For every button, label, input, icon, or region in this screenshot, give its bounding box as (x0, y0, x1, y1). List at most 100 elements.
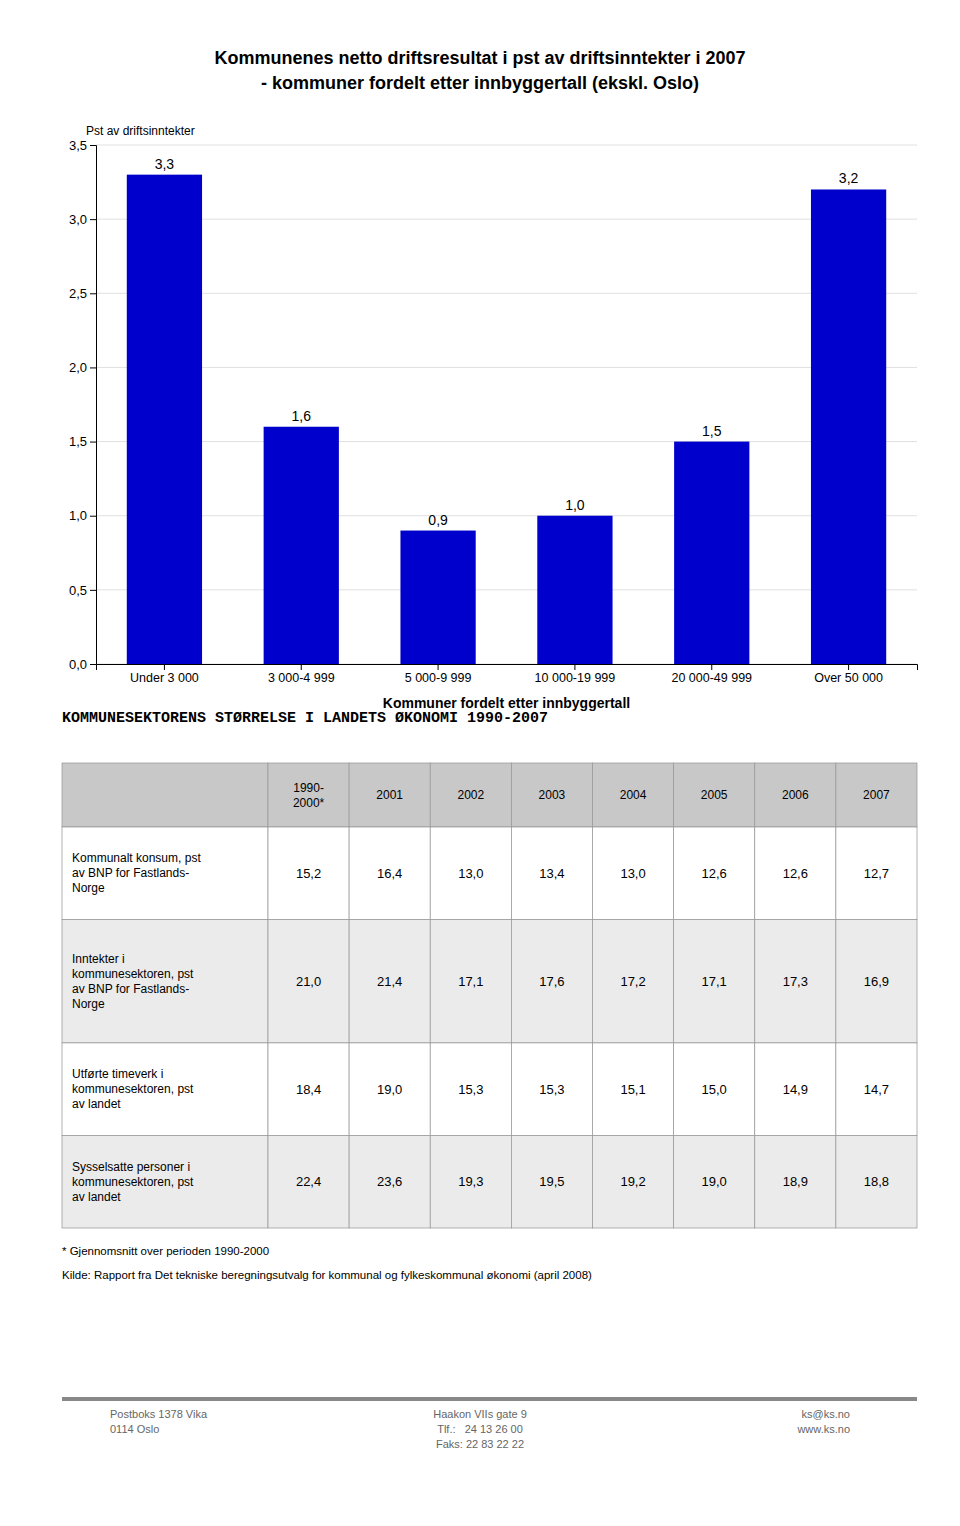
x-tick-mark (711, 664, 712, 670)
table-value: 15,0 (702, 1082, 727, 1097)
table-cell (836, 827, 917, 920)
data-label: 1,6 (292, 408, 312, 424)
footer-rule (62, 1397, 917, 1401)
table-value: 15,1 (620, 1082, 645, 1097)
y-tick-label: 3,5 (69, 138, 87, 153)
table-value: 13,0 (458, 866, 483, 881)
grid-line (96, 367, 917, 368)
footer-text: www.ks.no (796, 1423, 850, 1435)
y-axis: 0,00,51,01,52,02,53,03,5 (69, 138, 97, 672)
y-tick-mark (90, 367, 96, 368)
table-cell (268, 1043, 349, 1136)
bar (264, 427, 339, 664)
table-header: 2004 (620, 788, 647, 802)
table-value: 22,4 (296, 1174, 321, 1189)
table-title: KOMMUNESEKTORENS STØRRELSE I LANDETS ØKO… (62, 710, 548, 727)
x-tick-label: 20 000-49 999 (671, 671, 752, 685)
table-value: 19,0 (702, 1174, 727, 1189)
y-tick-label: 1,0 (69, 508, 87, 523)
y-tick-mark (90, 516, 96, 517)
table-value: 17,6 (539, 974, 564, 989)
table-cell (349, 763, 430, 827)
table-value: 15,3 (458, 1082, 483, 1097)
grid-line (96, 515, 917, 516)
table-cell (62, 1043, 268, 1136)
y-tick-label: 2,0 (69, 360, 87, 375)
y-tick-mark (90, 145, 96, 146)
table-cell (349, 920, 430, 1043)
table-row-label: Kommunalt konsum, pstav BNP for Fastland… (72, 851, 201, 895)
table-cell (430, 1135, 511, 1228)
x-axis: Under 3 000 3 000-4 999 5 000-9 999 10 000-… (97, 664, 918, 685)
x-tick-label: Under 3 000 (130, 671, 199, 685)
x-tick: 5 000-9 999 (405, 664, 472, 685)
chart: 3,31,60,91,01,53,20,00,51,01,52,02,53,03… (69, 138, 918, 711)
table-header: 2006 (782, 788, 809, 802)
table-cell (430, 763, 511, 827)
table-cell (674, 827, 755, 920)
table-cell (674, 1135, 755, 1228)
title: Kommunenes netto driftsresultat i pst av… (214, 48, 745, 68)
footnote: * Gjennomsnitt over perioden 1990-2000 (62, 1245, 269, 1257)
table-value: 13,4 (539, 866, 564, 881)
x-tick-label: 3 000-4 999 (268, 671, 335, 685)
table-cell (836, 920, 917, 1043)
table-cell (511, 1043, 592, 1136)
grid-line (96, 589, 917, 590)
table-value: 21,0 (296, 974, 321, 989)
bars (127, 175, 886, 664)
y-tick: 0,0 (69, 657, 96, 672)
footer-text: Postboks 1378 Vika (110, 1408, 208, 1420)
table-header: 2001 (376, 788, 403, 802)
table-cell (674, 763, 755, 827)
y-tick-label: 2,5 (69, 286, 87, 301)
x-tick: 20 000-49 999 (671, 664, 752, 685)
table-value: 19,2 (620, 1174, 645, 1189)
table-cell (268, 920, 349, 1043)
table-cell (755, 1135, 836, 1228)
table-value: 12,6 (702, 866, 727, 881)
grid (96, 145, 917, 664)
table-cell (755, 827, 836, 920)
footer-text: 0114 Oslo (110, 1423, 159, 1435)
table-cell (836, 1135, 917, 1228)
x-tick: Under 3 000 (130, 664, 199, 685)
table-value: 17,3 (783, 974, 808, 989)
table-cell (268, 827, 349, 920)
y-tick: 3,5 (69, 138, 96, 153)
y-tick-label: 0,5 (69, 583, 87, 598)
table-row-label: Utførte timeverk ikommunesektoren, pstav… (72, 1067, 194, 1111)
table-row-label: Sysselsatte personer ikommunesektoren, p… (72, 1160, 194, 1204)
table-value: 14,9 (783, 1082, 808, 1097)
table-cell (674, 920, 755, 1043)
table-value: 15,3 (539, 1082, 564, 1097)
table-header: 2003 (539, 788, 566, 802)
bar (400, 531, 475, 664)
table-cell (593, 920, 674, 1043)
y-tick-label: 1,5 (69, 434, 87, 449)
table-cell (62, 920, 268, 1043)
grid-line (96, 145, 917, 146)
table-value: 18,4 (296, 1082, 321, 1097)
table-cell (511, 763, 592, 827)
table-cell (511, 920, 592, 1043)
table-cell (755, 763, 836, 827)
x-axis-line (97, 665, 918, 671)
y-tick: 2,5 (69, 286, 96, 301)
table-cell (430, 827, 511, 920)
x-tick-mark (438, 664, 439, 670)
x-tick: 10 000-19 999 (535, 664, 616, 685)
table-header: 1990-2000* (293, 781, 325, 810)
table-value: 19,0 (377, 1082, 402, 1097)
x-tick-label: Over 50 000 (814, 671, 883, 685)
table-cell (593, 763, 674, 827)
x-tick: 3 000-4 999 (268, 664, 335, 685)
table-header: 2005 (701, 788, 728, 802)
table-cell (511, 827, 592, 920)
table-cell (511, 1135, 592, 1228)
table-value: 16,9 (864, 974, 889, 989)
table-value: 12,6 (783, 866, 808, 881)
y-axis-line (90, 146, 97, 665)
bar (811, 189, 886, 664)
table-cell (430, 1043, 511, 1136)
